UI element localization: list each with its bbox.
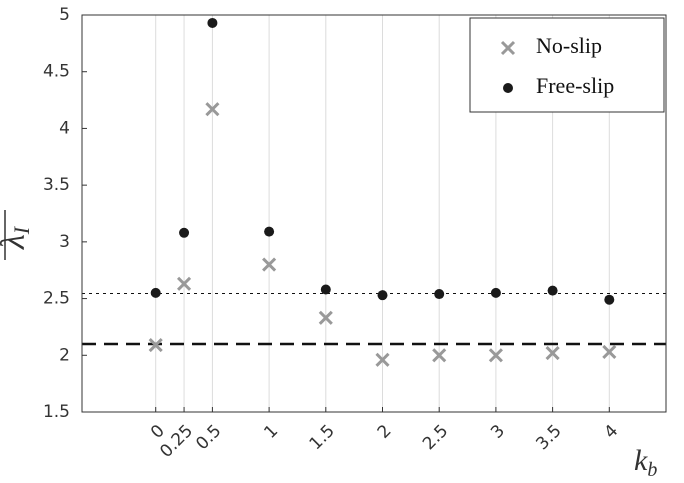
point bbox=[488, 348, 503, 363]
point bbox=[432, 348, 447, 363]
y-tick-label: 4 bbox=[59, 118, 70, 138]
legend-marker bbox=[500, 40, 516, 56]
plot-frame bbox=[81, 14, 667, 413]
point bbox=[434, 289, 445, 300]
x-tick-label: 1 bbox=[260, 421, 282, 443]
y-tick-label: 1.5 bbox=[43, 402, 70, 422]
x-label-sub: b bbox=[647, 459, 657, 481]
point bbox=[320, 284, 331, 295]
y-label-main: λ bbox=[0, 234, 32, 250]
x-label-main: k bbox=[634, 444, 648, 477]
x-tick-label: 3 bbox=[487, 421, 509, 443]
point bbox=[176, 276, 192, 291]
y-tick-label: 2 bbox=[59, 345, 70, 365]
x-tick-label: 2 bbox=[374, 421, 396, 443]
y-tick-label: 3.5 bbox=[43, 175, 70, 195]
y-tick-label: 3 bbox=[59, 232, 70, 252]
y-axis-label: λI bbox=[0, 225, 34, 250]
point bbox=[264, 226, 275, 237]
y-label-sub: I bbox=[9, 225, 34, 235]
y-tick-label: 5 bbox=[59, 5, 70, 25]
point bbox=[375, 352, 390, 367]
x-tick-label: 0.5 bbox=[192, 421, 225, 454]
legend-marker bbox=[503, 83, 513, 93]
point bbox=[377, 290, 388, 301]
point bbox=[205, 102, 220, 117]
x-tick-label: 4 bbox=[601, 421, 623, 443]
point bbox=[262, 257, 277, 272]
point bbox=[490, 287, 501, 298]
point bbox=[545, 345, 560, 361]
y-tick-label: 2.5 bbox=[43, 289, 70, 309]
point bbox=[207, 17, 218, 28]
point bbox=[150, 287, 161, 298]
point bbox=[179, 227, 190, 238]
legend-label: Free-slip bbox=[536, 73, 614, 98]
y-tick-label: 4.5 bbox=[43, 62, 70, 82]
x-tick-label: 0.25 bbox=[156, 421, 197, 462]
x-tick-label: 2.5 bbox=[419, 421, 452, 454]
x-tick-label: 3.5 bbox=[532, 421, 565, 454]
point bbox=[148, 338, 163, 353]
x-tick-label: 1.5 bbox=[306, 421, 339, 454]
point bbox=[318, 310, 333, 325]
legend-box bbox=[469, 17, 665, 113]
point bbox=[547, 285, 558, 296]
legend-label: No-slip bbox=[536, 33, 602, 58]
point bbox=[602, 344, 617, 359]
x-axis-label: kb bbox=[634, 444, 657, 481]
point bbox=[604, 294, 615, 305]
